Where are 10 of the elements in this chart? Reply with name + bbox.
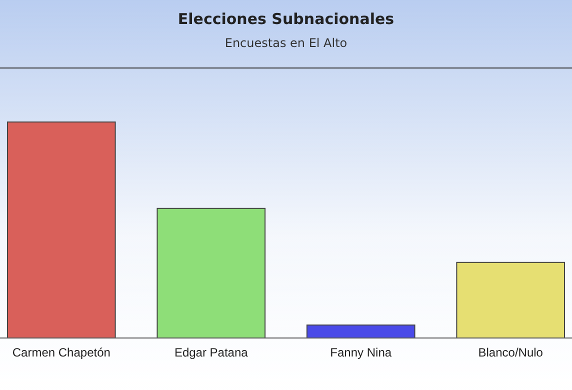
- bar: [156, 208, 266, 338]
- x-tick-label: Blanco/Nulo: [478, 346, 544, 360]
- x-tick-label: Fanny Nina: [330, 346, 392, 360]
- x-tick-label: Carmen Chapetón: [12, 346, 110, 360]
- x-tick-label: Edgar Patana: [174, 346, 248, 360]
- chart-subtitle: Encuestas en El Alto: [224, 36, 348, 50]
- chart-title: Elecciones Subnacionales: [178, 10, 394, 28]
- bar: [6, 122, 116, 338]
- bar: [306, 324, 416, 338]
- bar: [456, 262, 566, 338]
